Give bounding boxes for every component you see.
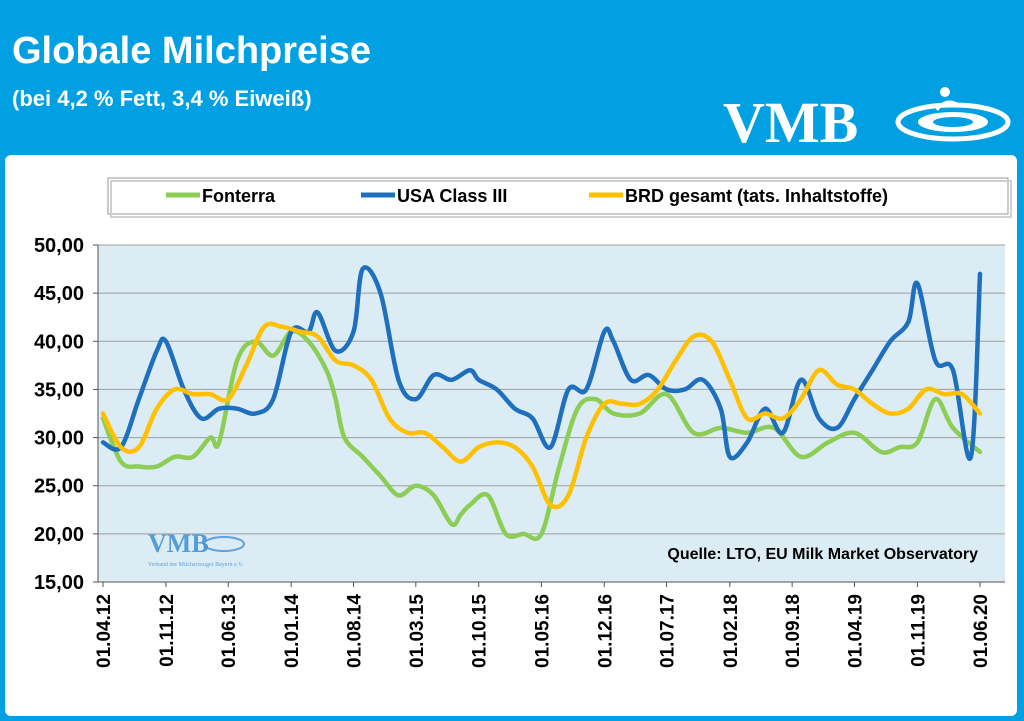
y-tick-label: 35,00	[34, 379, 84, 401]
legend-label-fonterra: Fonterra	[202, 186, 276, 206]
x-tick-label: 01.07.17	[658, 594, 679, 668]
x-tick-label: 01.03.15	[407, 594, 428, 668]
x-tick-label: 01.05.16	[532, 594, 553, 668]
x-tick-label: 01.06.13	[219, 594, 240, 668]
series-lines	[100, 265, 983, 542]
x-tick-label: 01.06.20	[971, 594, 992, 668]
y-tick-label: 45,00	[34, 283, 84, 305]
y-tick-label: 15,00	[34, 572, 84, 594]
x-tick-label: 01.02.18	[721, 594, 742, 668]
vmb-logo: VMB	[723, 87, 1011, 152]
series-line-fonterra	[100, 328, 983, 542]
page-title: Globale Milchpreise	[12, 30, 371, 72]
series-line-usa	[100, 265, 983, 462]
x-tick-label: 01.12.16	[595, 594, 616, 668]
x-tick-label: 01.08.14	[344, 594, 365, 668]
series-line-brd	[100, 321, 983, 510]
plot-area	[98, 245, 1005, 582]
legend-label-brd: BRD gesamt (tats. Inhaltstoffe)	[625, 186, 888, 206]
y-tick-label: 40,00	[34, 331, 84, 353]
x-tick-label: 01.04.12	[94, 594, 115, 668]
y-tick-label: 25,00	[34, 476, 84, 498]
y-tick-label: 20,00	[34, 524, 84, 546]
x-tick-label: 01.09.18	[783, 594, 804, 668]
x-tick-label: 01.04.19	[845, 594, 866, 668]
legend: Fonterra USA Class III BRD gesamt (tats.…	[107, 177, 1012, 218]
page-subtitle: (bei 4,2 % Fett, 3,4 % Eiweiß)	[12, 86, 312, 111]
logo-emblem-icon	[895, 87, 1011, 142]
x-tick-label: 01.11.19	[908, 594, 929, 667]
x-tick-label: 01.11.12	[157, 594, 178, 667]
source-note: Quelle: LTO, EU Milk Market Observatory	[667, 546, 978, 563]
x-axis: 01.04.12 01.11.12 01.06.13 01.01.14 01.08.14…	[94, 581, 1005, 668]
y-tick-label: 30,00	[34, 428, 84, 450]
watermark-emblem-icon	[203, 536, 245, 552]
x-tick-label: 01.10.15	[470, 594, 491, 668]
watermark-text: VMB	[148, 529, 209, 558]
y-axis: 15,00 20,00 25,00 30,00 35,00 40,00 45,00 50,00	[34, 235, 99, 594]
logo-text: VMB	[723, 90, 858, 152]
y-tick-label: 50,00	[34, 235, 84, 257]
watermark: VMB Verband der Milcherzeuger Bayern e.V…	[148, 529, 245, 568]
x-tick-label: 01.01.14	[282, 594, 303, 668]
watermark-caption: Verband der Milcherzeuger Bayern e.V.	[148, 562, 244, 568]
legend-label-usa: USA Class III	[397, 186, 507, 206]
